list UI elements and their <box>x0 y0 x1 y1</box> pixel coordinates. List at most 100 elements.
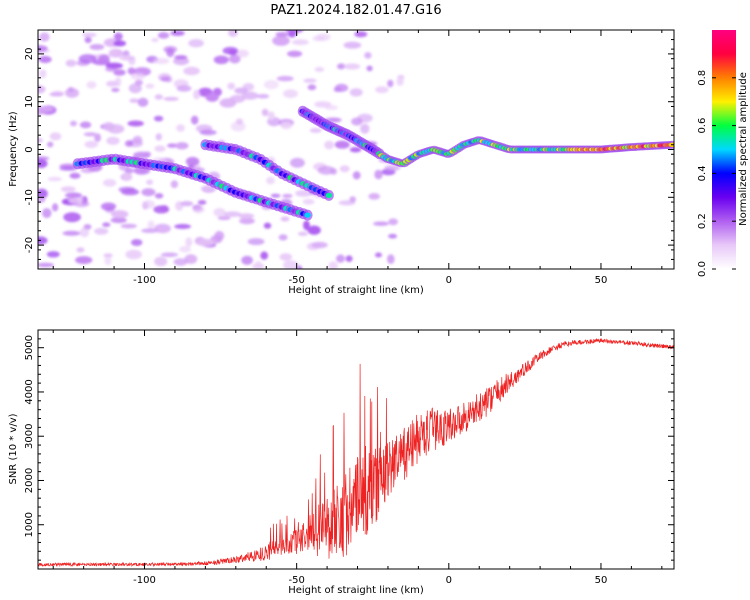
spectrogram-noise-blob <box>343 41 362 49</box>
spectrogram-noise-blob <box>295 190 313 197</box>
spectrogram-noise-blob <box>174 224 192 229</box>
spectrogram-noise-blob <box>283 89 298 99</box>
spectrogram-noise-blob <box>230 121 246 132</box>
spectrogram-noise-blob <box>338 200 356 206</box>
spectrogram-noise-blob <box>125 249 142 260</box>
spectrogram-noise-blob <box>111 87 120 93</box>
spectrogram-noise-blob <box>130 72 146 80</box>
spectrogram-noise-blob <box>38 55 52 64</box>
spectrogram-noise-blob <box>180 201 194 207</box>
spectrogram-noise-blob <box>103 253 113 258</box>
spectrogram-noise-blob <box>254 261 262 267</box>
spectrogram-noise-blob <box>287 50 303 57</box>
colorbar-label: Normalized spectral amplitude <box>738 72 749 226</box>
spectrogram-noise-blob <box>375 86 389 94</box>
spectrogram-noise-blob <box>349 147 362 153</box>
spectrogram-noise-blob <box>374 169 383 180</box>
spectrogram-noise-blob <box>197 200 207 205</box>
spectrogram-ridge-cell <box>304 212 311 218</box>
snr-series-line <box>38 337 674 568</box>
spectrogram-noise-blob <box>241 91 259 100</box>
spectrogram-noise-blob <box>137 97 149 107</box>
spectrogram-noise-blob <box>191 115 199 125</box>
spectrogram-noise-blob <box>270 193 281 198</box>
spectrogram-noise-blob <box>160 252 179 258</box>
spectrogram-noise-blob <box>297 231 308 236</box>
spectrogram-noise-blob <box>65 88 79 98</box>
spectrogram-noise-blob <box>352 171 361 180</box>
spectrogram-noise-blob <box>60 186 76 193</box>
spectrogram-noise-blob <box>75 256 93 265</box>
spectrogram-noise-blob <box>47 176 62 182</box>
spectrogram-noise-blob <box>38 236 48 245</box>
spectrogram-noise-blob <box>78 54 97 64</box>
spectrogram-noise-blob <box>70 120 77 127</box>
spectrogram-noise-blob <box>153 205 170 214</box>
spectrogram-noise-blob <box>351 117 363 126</box>
spectrogram-noise-blob <box>317 165 335 175</box>
spectrogram-noise-blob <box>339 165 350 173</box>
spectrogram-noise-blob <box>311 241 328 249</box>
spectrogram-noise-blob <box>84 140 99 149</box>
spectrogram-noise-blob <box>155 133 162 141</box>
spectrogram-noise-blob <box>127 67 136 75</box>
spectrogram-noise-blob <box>289 157 305 168</box>
spectrogram-noise-blob <box>278 234 288 241</box>
spectrogram-noise-blob <box>328 261 338 269</box>
spectrogram-noise-blob <box>111 210 129 219</box>
spectrogram-noise-blob <box>153 57 170 65</box>
spectrogram-noise-blob <box>263 222 272 229</box>
x-tick-label: -100 <box>133 275 156 286</box>
spectrogram-noise-blob <box>344 63 361 70</box>
spectrogram-noise-blob <box>173 258 188 266</box>
spectrogram-noise-blob <box>154 256 168 267</box>
spectrogram-noise-blob <box>337 63 346 70</box>
spectrogram-noise-blob <box>128 83 142 94</box>
spectrogram-noise-blob <box>39 32 50 42</box>
spectrogram-noise-blob <box>368 193 381 200</box>
x-tick-label: -50 <box>288 575 304 586</box>
spectrogram-noise-blob <box>193 89 201 100</box>
spectrogram-noise-blob <box>128 56 136 66</box>
y-tick-label: 0 <box>24 146 35 152</box>
spectrogram-noise-blob <box>314 67 325 72</box>
y-tick-label: 2000 <box>24 468 35 493</box>
spectrogram-noise-blob <box>241 255 253 265</box>
spectrogram-noise-blob <box>285 30 304 34</box>
spectrogram-noise-blob <box>94 227 109 235</box>
spectrogram-noise-blob <box>266 176 275 185</box>
spectrogram-noise-blob <box>146 179 154 185</box>
spectrogram-noise-blob <box>303 220 310 231</box>
spectrogram-noise-blob <box>141 228 159 233</box>
y-tick-label: 4000 <box>24 379 35 404</box>
spectrogram-noise-blob <box>280 216 290 222</box>
spectrogram-noise-blob <box>223 211 242 217</box>
spectrogram-noise-blob <box>145 83 155 89</box>
spectrogram-noise-blob <box>234 87 248 94</box>
x-tick-label: 50 <box>595 275 608 286</box>
spectrogram-noise-blob <box>229 94 246 103</box>
spectrogram-noise-blob <box>160 76 171 82</box>
spectrogram-noise-blob <box>38 196 46 203</box>
spectrogram-noise-blob <box>38 188 48 199</box>
spectrogram-noise-blob <box>235 118 244 125</box>
spectrogram-noise-blob <box>227 82 236 90</box>
spectrogram-noise-blob <box>100 202 117 211</box>
spectrogram-noise-blob <box>102 179 117 187</box>
colorbar-tick-label: 0.2 <box>697 213 708 229</box>
spectrogram-noise-blob <box>282 193 293 198</box>
spectrogram-noise-blob <box>176 85 192 92</box>
spectrogram-noise-blob <box>127 120 144 127</box>
spectrogram-noise-blob <box>86 81 97 89</box>
spectrogram-noise-blob <box>303 78 317 83</box>
snr-y-label: SNR (10 * v/v) <box>8 413 19 484</box>
spectrogram-noise-blob <box>49 92 64 97</box>
colorbar-tick-label: 0.8 <box>697 70 708 86</box>
spectrogram-noise-blob <box>154 223 171 234</box>
spectrogram-noise-blob <box>375 252 382 258</box>
spectrogram-noise-blob <box>222 46 239 55</box>
spectrogram-noise-blob <box>65 192 82 198</box>
spectrogram-noise-blob <box>141 188 156 197</box>
spectrogram-noise-blob <box>197 238 215 247</box>
